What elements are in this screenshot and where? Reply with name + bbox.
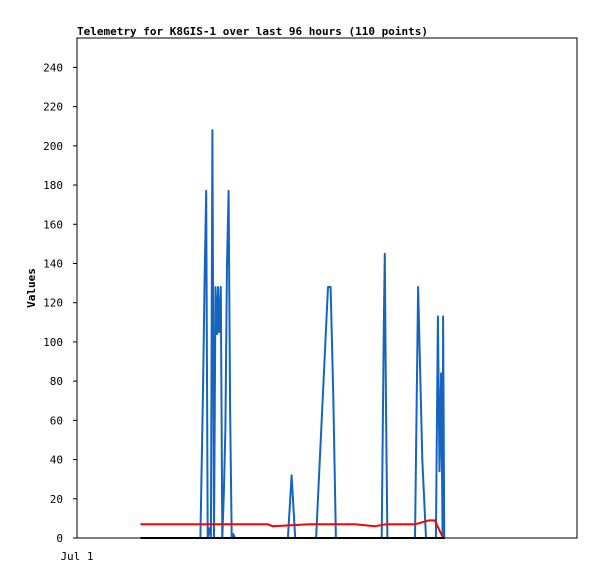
y-tick-label: 240 (43, 61, 63, 74)
y-tick-label: 20 (50, 493, 63, 506)
y-tick-label: 80 (50, 375, 63, 388)
series-line-2 (140, 519, 445, 539)
y-tick-label: 220 (43, 101, 63, 114)
y-tick-label: 160 (43, 218, 63, 231)
y-tick-label: 0 (56, 532, 63, 545)
y-tick-label: 120 (43, 297, 63, 310)
chart-title: Telemetry for K8GIS-1 over last 96 hours… (77, 25, 428, 38)
y-tick-label: 60 (50, 414, 63, 427)
y-tick-label: 200 (43, 140, 63, 153)
x-tick-label: Jul 1 (60, 550, 93, 563)
y-tick-label: 140 (43, 257, 63, 270)
y-tick-label: 180 (43, 179, 63, 192)
y-axis: 0 20 40 60 80 100 120 140 160 180 200 220 240 (43, 61, 77, 545)
y-tick-label: 100 (43, 336, 63, 349)
y-axis-label: Values (25, 268, 38, 308)
y-tick-label: 40 (50, 454, 63, 467)
series-layer (140, 129, 446, 539)
